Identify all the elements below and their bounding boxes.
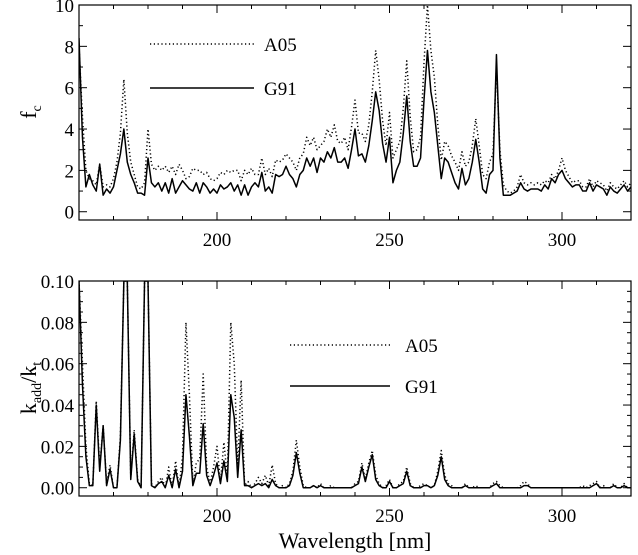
panel-fc: 0 2 4 6 8 10 200 250 300 A05 G91 fc (16, 0, 632, 251)
series-line-g91 (79, 38, 631, 196)
x-tick-label: 300 (548, 230, 577, 251)
y-tick-label: 0.02 (41, 437, 74, 458)
x-tick-labels: 200 250 300 (203, 506, 577, 527)
legend-label-g91: G91 (264, 79, 297, 100)
legend: A05 G91 (150, 35, 297, 100)
x-axis-label: Wavelength [nm] (279, 528, 432, 553)
x-tick-label: 250 (375, 506, 404, 527)
legend-label-a05: A05 (264, 35, 297, 56)
plot-frame (78, 280, 632, 497)
series-line-g91 (79, 281, 631, 489)
y-tick-label: 10 (55, 0, 74, 17)
y-tick-labels: 0 2 4 6 8 10 (55, 0, 75, 224)
x-tick-label: 200 (203, 230, 232, 251)
series-group (79, 281, 631, 489)
y-tick-label: 0 (65, 203, 75, 224)
series-line-a05 (79, 281, 631, 489)
y-tick-label: 8 (65, 37, 75, 58)
data-lines (79, 281, 631, 489)
tick-marks (79, 280, 631, 496)
x-tick-labels: 200 250 300 (203, 230, 577, 251)
y-tick-label: 0.08 (41, 313, 74, 334)
tick-marks (79, 4, 631, 220)
x-tick-label: 300 (548, 506, 577, 527)
legend: A05 G91 (290, 336, 438, 398)
y-tick-label: 0.00 (41, 479, 74, 500)
y-axis-label: fc (16, 105, 45, 119)
x-tick-label: 250 (375, 230, 404, 251)
y-tick-label: 0.10 (41, 272, 74, 293)
y-tick-label: 0.06 (41, 355, 74, 376)
y-axis-label: kadd/kt (16, 362, 45, 414)
x-tick-label: 200 (203, 506, 232, 527)
series-line-a05 (79, 5, 631, 194)
y-tick-label: 0.04 (41, 396, 75, 417)
y-tick-label: 4 (65, 120, 75, 141)
y-tick-label: 6 (65, 79, 75, 100)
legend-label-a05: A05 (405, 336, 438, 357)
legend-label-g91: G91 (405, 377, 438, 398)
y-tick-label: 2 (65, 161, 75, 182)
y-tick-labels: 0.00 0.02 0.04 0.06 0.08 0.10 (41, 272, 75, 500)
data-lines (79, 5, 631, 196)
panel-kadd: 0.00 0.02 0.04 0.06 0.08 0.10 200 250 300 A05 G9… (16, 272, 632, 553)
series-group (79, 5, 631, 196)
